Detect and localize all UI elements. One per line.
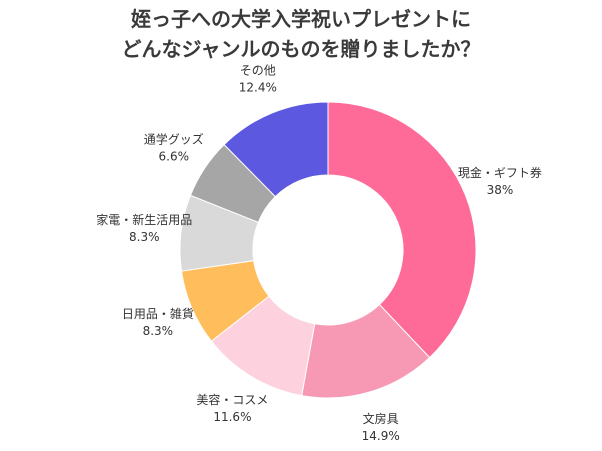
donut-slice bbox=[223, 101, 329, 198]
slice-value: 14.9% bbox=[362, 429, 400, 443]
slice-label: 現金・ギフト券 bbox=[458, 165, 542, 180]
slice-value: 8.3% bbox=[143, 324, 174, 338]
slice-value: 11.6% bbox=[213, 410, 251, 424]
slice-label: 美容・コスメ bbox=[196, 392, 268, 407]
slice-label: 日用品・雑貨 bbox=[122, 306, 194, 321]
slice-label: 通学グッズ bbox=[144, 131, 204, 146]
slice-label: 文房具 bbox=[363, 411, 399, 426]
slice-value: 12.4% bbox=[239, 80, 277, 94]
chart-title: 姪っ子への大学入学祝いプレゼントに どんなジャンルのものを贈りましたか？ bbox=[121, 7, 481, 61]
slice-value: 6.6% bbox=[159, 149, 190, 163]
slice-label: その他 bbox=[240, 63, 276, 77]
slice-value: 8.3% bbox=[129, 230, 160, 244]
slice-label: 家電・新生活用品 bbox=[96, 212, 192, 227]
slice-value: 38% bbox=[487, 183, 514, 197]
donut-slice bbox=[327, 101, 477, 359]
